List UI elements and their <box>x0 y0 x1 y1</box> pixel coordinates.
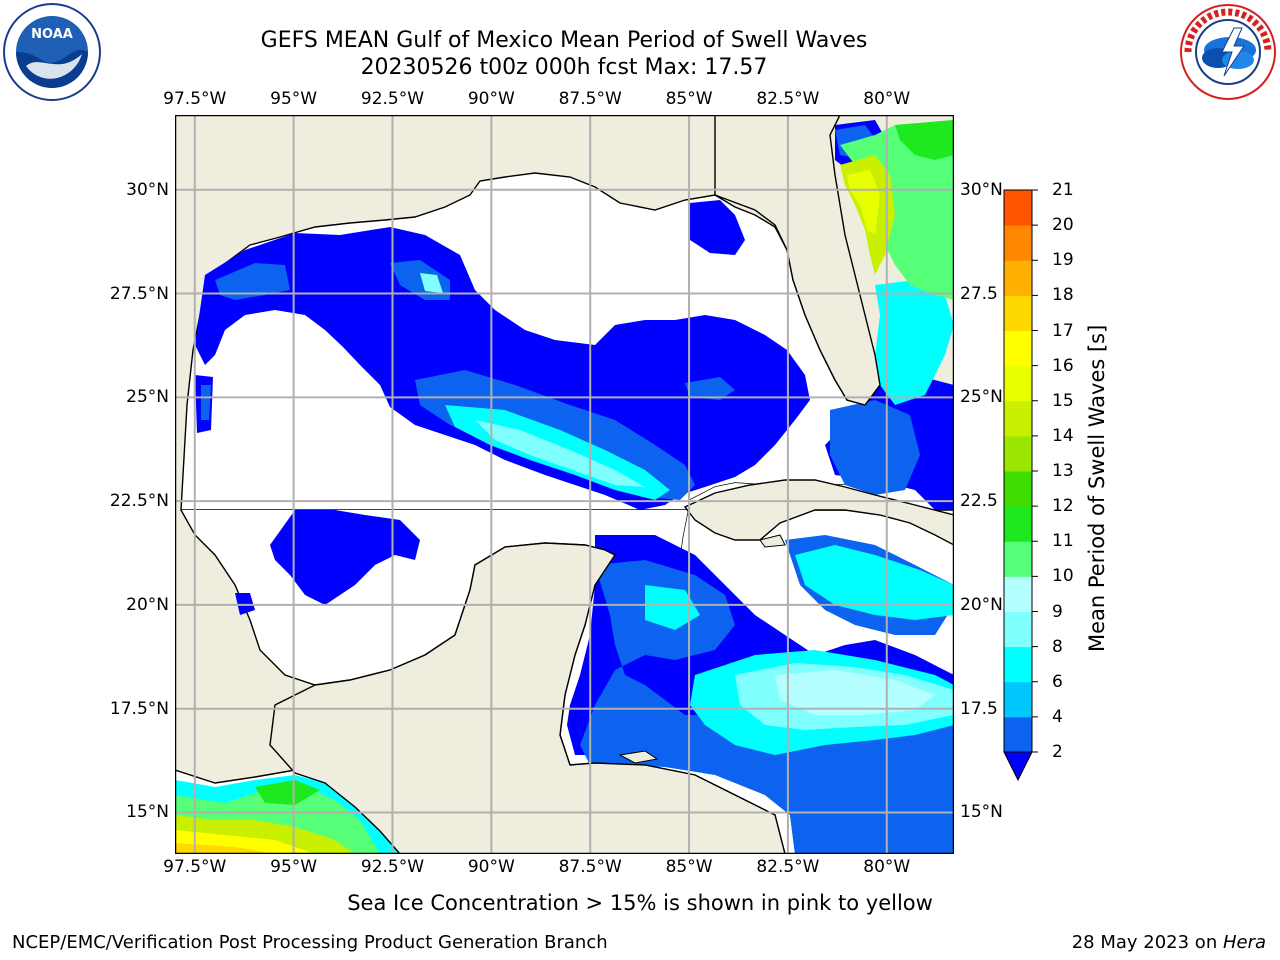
lon-tick-label: 87.5°W <box>558 857 622 877</box>
colorbar-tick-label: 18 <box>1052 285 1074 306</box>
lon-tick-label: 92.5°W <box>360 89 425 109</box>
lon-tick-label: 90°W <box>467 89 515 109</box>
sea-ice-note: Sea Ice Concentration > 15% is shown in … <box>347 891 933 915</box>
lon-tick-label: 92.5°W <box>360 857 425 877</box>
lat-tick-label: 20°N <box>960 594 1003 615</box>
lat-tick-label: 17.5 <box>960 698 998 719</box>
map-frame <box>175 115 954 854</box>
colorbar-tick-label: 13 <box>1052 461 1074 481</box>
lon-tick-label: 97.5°W <box>163 857 227 877</box>
colorbar-segment <box>1004 295 1032 331</box>
lat-tick-label: 20°N <box>126 594 169 615</box>
chart-subtitle: 20230526 t00z 000h fcst Max: 17.57 <box>360 55 768 80</box>
lon-tick-label: 80°W <box>863 857 911 877</box>
lon-tick-label: 97.5°W <box>163 89 227 109</box>
lat-tick-label: 25°N <box>960 387 1003 408</box>
lon-tick-label: 80°W <box>863 89 911 109</box>
lat-tick-label: 27.5 <box>960 283 998 304</box>
lon-tick-label: 82.5°W <box>756 89 820 109</box>
lat-tick-label: 25°N <box>126 387 169 408</box>
lat-tick-label: 22.5 <box>960 491 998 512</box>
colorbar-segment <box>1004 260 1032 296</box>
colorbar-segment <box>1004 506 1032 542</box>
colorbar-tick-label: 21 <box>1052 180 1074 200</box>
colorbar-segment <box>1004 330 1032 367</box>
gridlines <box>175 115 954 854</box>
swell-field-atlantic <box>840 120 954 300</box>
noaa-logo-text: NOAA <box>31 27 73 42</box>
colorbar-segment <box>1004 190 1032 226</box>
cuba-coast <box>683 479 954 546</box>
swell-field-pacific <box>175 775 400 854</box>
colorbar-extend-triangle <box>1003 751 1033 782</box>
lon-tick-label: 82.5°W <box>756 857 820 877</box>
colorbar-segment <box>1004 541 1032 577</box>
colorbar-tick-label: 14 <box>1052 425 1074 446</box>
colorbar-segment <box>1004 576 1032 612</box>
colorbar-tick-label: 10 <box>1052 566 1074 587</box>
colorbar-tick-label: 4 <box>1052 706 1063 727</box>
lat-tick-label: 30°N <box>960 179 1003 200</box>
colorbar <box>1003 189 1038 782</box>
colorbar-tick-label: 19 <box>1052 250 1074 271</box>
colorbar-segment <box>1004 471 1032 507</box>
colorbar-tick-label: 11 <box>1052 531 1074 552</box>
lon-tick-label: 90°W <box>467 857 515 877</box>
colorbar-segment <box>1004 716 1032 753</box>
colorbar-tick-label: 6 <box>1052 671 1063 692</box>
lat-tick-label: 30°N <box>126 179 169 200</box>
colorbar-tick-label: 15 <box>1052 390 1074 411</box>
lat-tick-label: 22.5°N <box>109 491 169 512</box>
colorbar-tick-label: 9 <box>1052 601 1063 622</box>
lat-tick-label: 15°N <box>960 802 1003 823</box>
footer-branch: NCEP/EMC/Verification Post Processing Pr… <box>12 932 608 953</box>
colorbar-segment <box>1004 400 1032 437</box>
colorbar-tick-label: 12 <box>1052 496 1074 517</box>
lon-tick-label: 85°W <box>665 89 713 109</box>
lat-tick-label: 27.5°N <box>109 283 169 304</box>
lon-tick-label: 95°W <box>270 857 318 877</box>
footer-date-text: 28 May 2023 on <box>1071 932 1223 953</box>
yucatan-coast <box>269 542 786 854</box>
colorbar-segment <box>1004 611 1032 648</box>
colorbar-segment <box>1004 365 1032 402</box>
colorbar-segment <box>1004 435 1032 472</box>
footer-date: 28 May 2023 on Hera <box>1072 932 1266 953</box>
lat-tick-label: 15°N <box>126 802 169 823</box>
colorbar-segment <box>1004 646 1032 683</box>
lon-tick-label: 87.5°W <box>558 89 622 109</box>
lon-tick-label: 85°W <box>665 857 713 877</box>
lon-tick-label: 95°W <box>270 89 318 109</box>
lat-tick-label: 17.5°N <box>109 698 169 719</box>
nws-logo <box>1180 4 1276 100</box>
colorbar-tick-label: 17 <box>1052 320 1074 341</box>
colorbar-segment <box>1004 225 1032 261</box>
colorbar-tick-label: 8 <box>1052 636 1063 657</box>
colorbar-title: Mean Period of Swell Waves [s] <box>1085 324 1109 652</box>
swell-period-map <box>175 115 954 854</box>
colorbar-tick-label: 16 <box>1052 355 1074 376</box>
colorbar-tick-label: 2 <box>1052 742 1063 762</box>
chart-title: GEFS MEAN Gulf of Mexico Mean Period of … <box>260 28 868 53</box>
footer-host: Hera <box>1222 932 1266 953</box>
colorbar-tick-label: 20 <box>1052 215 1074 236</box>
colorbar-segment <box>1004 681 1032 718</box>
noaa-logo: NOAA <box>3 3 101 101</box>
